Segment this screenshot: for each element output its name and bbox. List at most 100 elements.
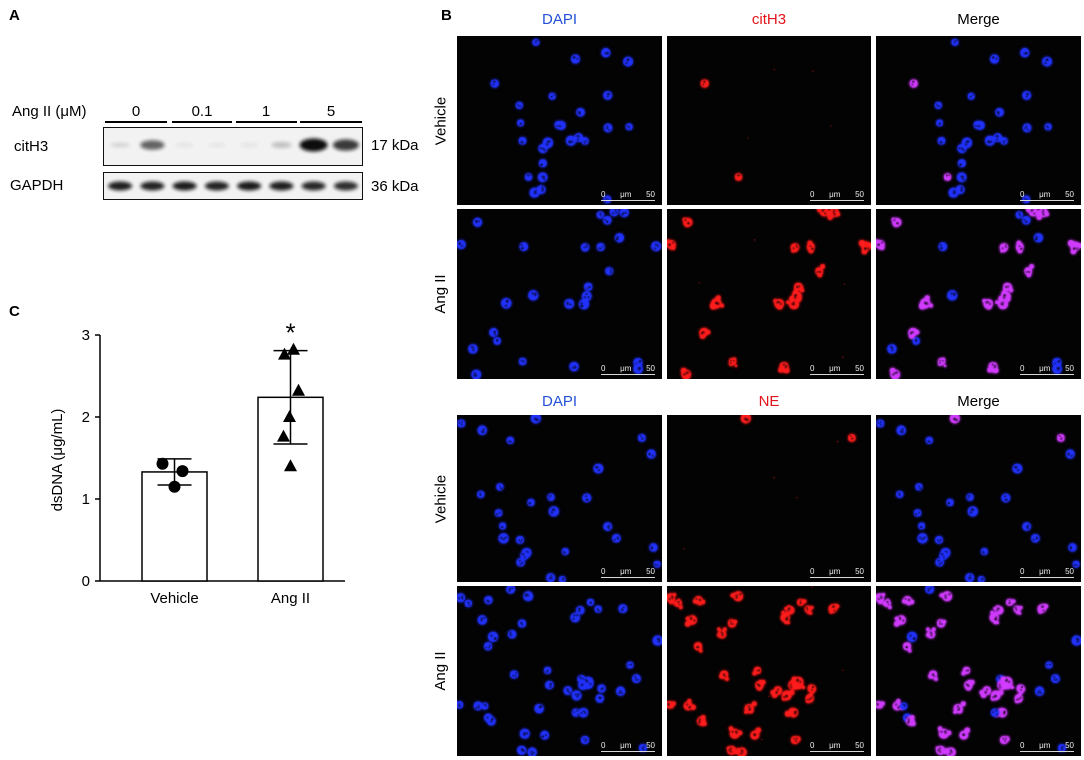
micrograph-image [876, 36, 1081, 205]
micrograph-merge-vehicle-set1: 0 μm 50 [876, 36, 1081, 205]
micrograph-dapi-vehicle-set2: 0 μm 50 [457, 415, 662, 582]
data-point-ang-ii [287, 342, 300, 355]
y-axis-label: dsDNA (μg/mL) [49, 409, 66, 512]
micrograph-cith3-ang-ii-set1: 0 μm 50 [667, 209, 871, 379]
scale-bar-end: 50 [855, 190, 864, 199]
scale-bar: 0 μm 50 [1020, 741, 1074, 752]
data-point-ang-ii [278, 347, 291, 360]
micrograph-cith3-vehicle-set1: 0 μm 50 [667, 36, 871, 205]
scale-bar-end: 50 [855, 567, 864, 576]
micrograph-image [457, 36, 662, 205]
blot-band [333, 181, 358, 191]
micrograph-image [876, 415, 1081, 582]
micrograph-image [667, 36, 871, 205]
scale-bar: 0 μm 50 [810, 741, 864, 752]
scale-bar: 0 μm 50 [601, 190, 655, 201]
scale-bar-start: 0 [1020, 190, 1025, 199]
micrograph-image [876, 209, 1081, 379]
protein-label-gapdh: GAPDH [10, 177, 64, 194]
panel-label-c: C [9, 303, 20, 320]
channel-header-cith3-set1: citH3 [751, 11, 787, 28]
dose-label: 1 [261, 103, 271, 120]
scale-bar-unit: μm [829, 190, 841, 199]
scale-bar: 0 μm 50 [1020, 567, 1074, 578]
dose-label: 0 [131, 103, 141, 120]
dose-underline [236, 121, 297, 123]
data-point-ang-ii [292, 383, 305, 396]
panel-label-b: B [441, 7, 452, 24]
data-point-vehicle [168, 480, 181, 493]
micrograph-dapi-ang-ii-set1: 0 μm 50 [457, 209, 662, 379]
molecular-weight-cith3: 17 kDa [371, 137, 419, 154]
blot-band [108, 181, 133, 191]
scale-bar-end: 50 [855, 364, 864, 373]
blot-band [110, 142, 130, 148]
scale-bar-unit: μm [1039, 364, 1051, 373]
data-point-ang-ii [277, 429, 290, 442]
dose-label: 0.1 [191, 103, 213, 120]
scale-bar-unit: μm [620, 364, 632, 373]
scale-bar-end: 50 [646, 190, 655, 199]
blot-strip-cith3 [103, 127, 363, 166]
y-tick-label: 0 [82, 573, 90, 590]
micrograph-merge-ang-ii-set2: 0 μm 50 [876, 586, 1081, 756]
panel-label-a: A [9, 7, 20, 24]
molecular-weight-gapdh: 36 kDa [371, 178, 419, 195]
micrograph-image [876, 586, 1081, 756]
blot-band [237, 181, 262, 191]
scale-bar-start: 0 [601, 567, 606, 576]
scale-bar-end: 50 [1065, 741, 1074, 750]
scale-bar-end: 50 [646, 741, 655, 750]
scale-bar-start: 0 [810, 567, 815, 576]
micrograph-ne-vehicle-set2: 0 μm 50 [667, 415, 871, 582]
micrograph-image [457, 586, 662, 756]
blot-band [140, 181, 165, 191]
y-tick-label: 1 [82, 491, 90, 508]
scale-bar-end: 50 [646, 364, 655, 373]
scale-bar-start: 0 [1020, 567, 1025, 576]
blot-band [269, 181, 294, 191]
micrograph-image [457, 415, 662, 582]
scale-bar: 0 μm 50 [810, 364, 864, 375]
channel-header-merge-set2: Merge [957, 393, 1000, 410]
scale-bar-end: 50 [1065, 567, 1074, 576]
blot-strip-gapdh [103, 172, 363, 200]
blot-image-gapdh [108, 181, 358, 191]
scale-bar: 0 μm 50 [810, 190, 864, 201]
scale-bar-unit: μm [1039, 567, 1051, 576]
scale-bar-unit: μm [620, 190, 632, 199]
protein-label-cith3: citH3 [14, 138, 49, 155]
scale-bar-start: 0 [601, 364, 606, 373]
micrograph-dapi-ang-ii-set2: 0 μm 50 [457, 586, 662, 756]
scale-bar-unit: μm [829, 741, 841, 750]
scale-bar-end: 50 [1065, 190, 1074, 199]
data-point-vehicle [176, 465, 189, 478]
micrograph-ne-ang-ii-set2: 0 μm 50 [667, 586, 871, 756]
dose-underline [172, 121, 232, 123]
significance-marker: * [285, 318, 295, 348]
x-tick-label-vehicle: Vehicle [150, 590, 198, 607]
scale-bar-unit: μm [620, 567, 632, 576]
scale-bar: 0 μm 50 [1020, 364, 1074, 375]
treatment-label: Ang II (μM) [12, 103, 87, 120]
scale-bar: 0 μm 50 [601, 364, 655, 375]
x-tick-label-ang-ii: Ang II [271, 590, 310, 607]
blot-band [207, 142, 227, 148]
y-tick-label: 2 [82, 409, 90, 426]
row-label-ang-ii-set2: Ang II [432, 651, 449, 691]
scale-bar: 0 μm 50 [601, 741, 655, 752]
bar-vehicle [141, 471, 208, 582]
channel-header-dapi-set1: DAPI [541, 11, 577, 28]
channel-header-merge-set1: Merge [957, 11, 1000, 28]
blot-band [332, 139, 359, 151]
scale-bar-unit: μm [620, 741, 632, 750]
blot-band [172, 181, 197, 191]
dose-underline [105, 121, 167, 123]
micrograph-image [667, 209, 871, 379]
row-label-ang-ii-set1: Ang II [432, 274, 449, 314]
data-point-ang-ii [283, 410, 296, 422]
blot-band [140, 140, 165, 150]
dose-underline [300, 121, 362, 123]
scale-bar-start: 0 [601, 741, 606, 750]
blot-band [299, 138, 328, 152]
